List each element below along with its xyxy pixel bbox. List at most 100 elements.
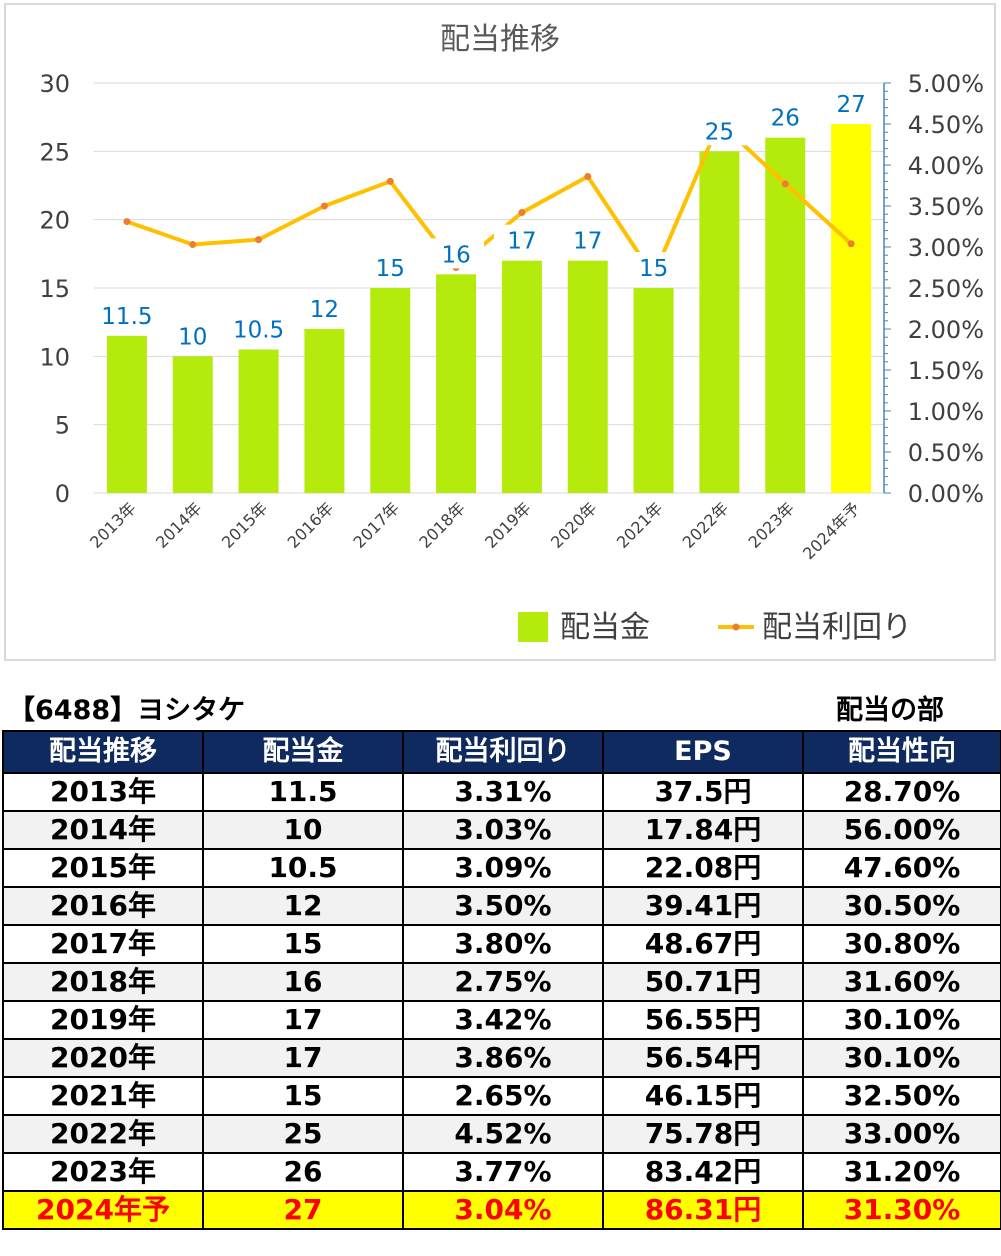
legend-line-marker [732, 623, 740, 631]
cell-year: 2022年 [2, 1114, 204, 1154]
yield-point [847, 240, 855, 248]
header-payout: 配当性向 [802, 730, 1001, 774]
data-label-bg [823, 88, 880, 118]
y-right-tick-label: 5.00% [908, 70, 984, 98]
yield-point [123, 218, 131, 226]
cell-year: 2017年 [2, 924, 204, 964]
y-right-tick-label: 0.50% [908, 439, 984, 467]
bar-data-label: 15 [639, 256, 668, 282]
data-label-bg [164, 320, 221, 351]
cell-dividend: 17 [202, 1000, 404, 1040]
data-label-bg [691, 115, 748, 146]
cell-yield: 3.04% [402, 1190, 604, 1230]
cell-eps: 86.31円 [602, 1190, 804, 1230]
x-tick-label: 2014年 [152, 498, 206, 552]
bar [370, 288, 411, 493]
data-label-bg [559, 224, 616, 255]
bar-data-label: 17 [507, 229, 536, 255]
cell-yield: 3.31% [402, 772, 604, 812]
table-row: 2013年 11.5 3.31% 37.5円 28.70% [2, 772, 1001, 812]
y-left-tick-label: 5 [55, 412, 70, 440]
cell-eps: 37.5円 [602, 772, 804, 812]
cell-payout: 47.60% [802, 848, 1001, 888]
cell-year: 2014年 [2, 810, 204, 850]
cell-payout: 56.00% [802, 810, 1001, 850]
cell-eps: 22.08円 [602, 848, 804, 888]
cell-payout: 31.30% [802, 1190, 1001, 1230]
y-left-tick-label: 15 [39, 275, 70, 303]
cell-payout: 30.50% [802, 886, 1001, 926]
x-tick-label: 2021年 [613, 498, 667, 552]
y-right-tick-label: 4.00% [908, 152, 984, 180]
bar [106, 335, 147, 493]
cell-payout: 28.70% [802, 772, 1001, 812]
table-row: 2024年予 27 3.04% 86.31円 31.30% [2, 1190, 1001, 1230]
x-tick-label: 2022年 [679, 498, 733, 552]
y-right-tick-label: 2.00% [908, 316, 984, 344]
dividend-table: 配当推移 配当金 配当利回り EPS 配当性向 2013年 11.5 3.31% 37… [2, 730, 1001, 1230]
bar-data-label: 16 [441, 242, 470, 268]
cell-dividend: 12 [202, 886, 404, 926]
table-row: 2015年 10.5 3.09% 22.08円 47.60% [2, 848, 1001, 888]
cell-year: 2023年 [2, 1152, 204, 1192]
cell-eps: 48.67円 [602, 924, 804, 964]
cell-dividend: 25 [202, 1114, 404, 1154]
header-year: 配当推移 [2, 730, 204, 774]
header-dividend: 配当金 [202, 730, 404, 774]
bar [304, 329, 345, 493]
bar-data-label: 27 [836, 92, 865, 118]
cell-dividend: 10.5 [202, 848, 404, 888]
y-right-tick-label: 1.50% [908, 357, 984, 385]
yield-point [518, 209, 526, 217]
table-row: 2019年 17 3.42% 56.55円 30.10% [2, 1000, 1001, 1040]
data-label-bg [625, 252, 682, 282]
data-label-bg [98, 299, 155, 330]
cell-dividend: 26 [202, 1152, 404, 1192]
y-left-tick-label: 0 [55, 480, 70, 508]
yield-point [584, 172, 592, 180]
table-header-row: 配当推移 配当金 配当利回り EPS 配当性向 [2, 730, 1001, 774]
cell-yield: 2.65% [402, 1076, 604, 1116]
bar-data-label: 26 [771, 106, 800, 132]
yield-point [320, 202, 328, 210]
cell-payout: 31.60% [802, 962, 1001, 1002]
cell-payout: 30.10% [802, 1038, 1001, 1078]
x-tick-label: 2019年 [481, 498, 535, 552]
section-label: 配当の部 [836, 695, 944, 726]
cell-eps: 46.15円 [602, 1076, 804, 1116]
x-tick-label: 2023年 [745, 498, 799, 552]
legend-bar-label: 配当金 [560, 610, 650, 645]
data-label-bg [493, 224, 550, 255]
bar-forecast [831, 124, 872, 493]
data-label-bg [362, 252, 419, 282]
cell-year: 2016年 [2, 886, 204, 926]
cell-dividend: 16 [202, 962, 404, 1002]
cell-year: 2021年 [2, 1076, 204, 1116]
cell-dividend: 10 [202, 810, 404, 850]
cell-year: 2024年予 [2, 1190, 204, 1230]
yield-point [255, 236, 263, 244]
y-right-tick-label: 3.50% [908, 193, 984, 221]
cell-dividend: 15 [202, 924, 404, 964]
bar [699, 151, 740, 494]
y-right-tick-label: 3.00% [908, 234, 984, 262]
data-label-bg [296, 293, 353, 323]
cell-dividend: 15 [202, 1076, 404, 1116]
bar-data-label: 11.5 [101, 304, 152, 330]
header-yield: 配当利回り [402, 730, 604, 774]
cell-yield: 3.03% [402, 810, 604, 850]
dividend-chart: 配当推移 0 5 10 15 20 25 30 0.00% 0.50% 1.00% 1.50% 2.00… [39, 22, 984, 645]
cell-year: 2015年 [2, 848, 204, 888]
bar [501, 260, 542, 493]
bar [567, 260, 608, 493]
legend-line-label: 配当利回り [762, 610, 912, 645]
cell-payout: 33.00% [802, 1114, 1001, 1154]
table-row: 2023年 26 3.77% 83.42円 31.20% [2, 1152, 1001, 1192]
cell-year: 2018年 [2, 962, 204, 1002]
table-row: 2020年 17 3.86% 56.54円 30.10% [2, 1038, 1001, 1078]
chart-container: 配当推移 0 5 10 15 20 25 30 0.00% 0.50% 1.00% 1.50% 2.00… [4, 3, 996, 661]
cell-eps: 56.54円 [602, 1038, 804, 1078]
table-row: 2021年 15 2.65% 46.15円 32.50% [2, 1076, 1001, 1116]
x-tick-label: 2015年 [218, 498, 272, 552]
cell-yield: 2.75% [402, 962, 604, 1002]
